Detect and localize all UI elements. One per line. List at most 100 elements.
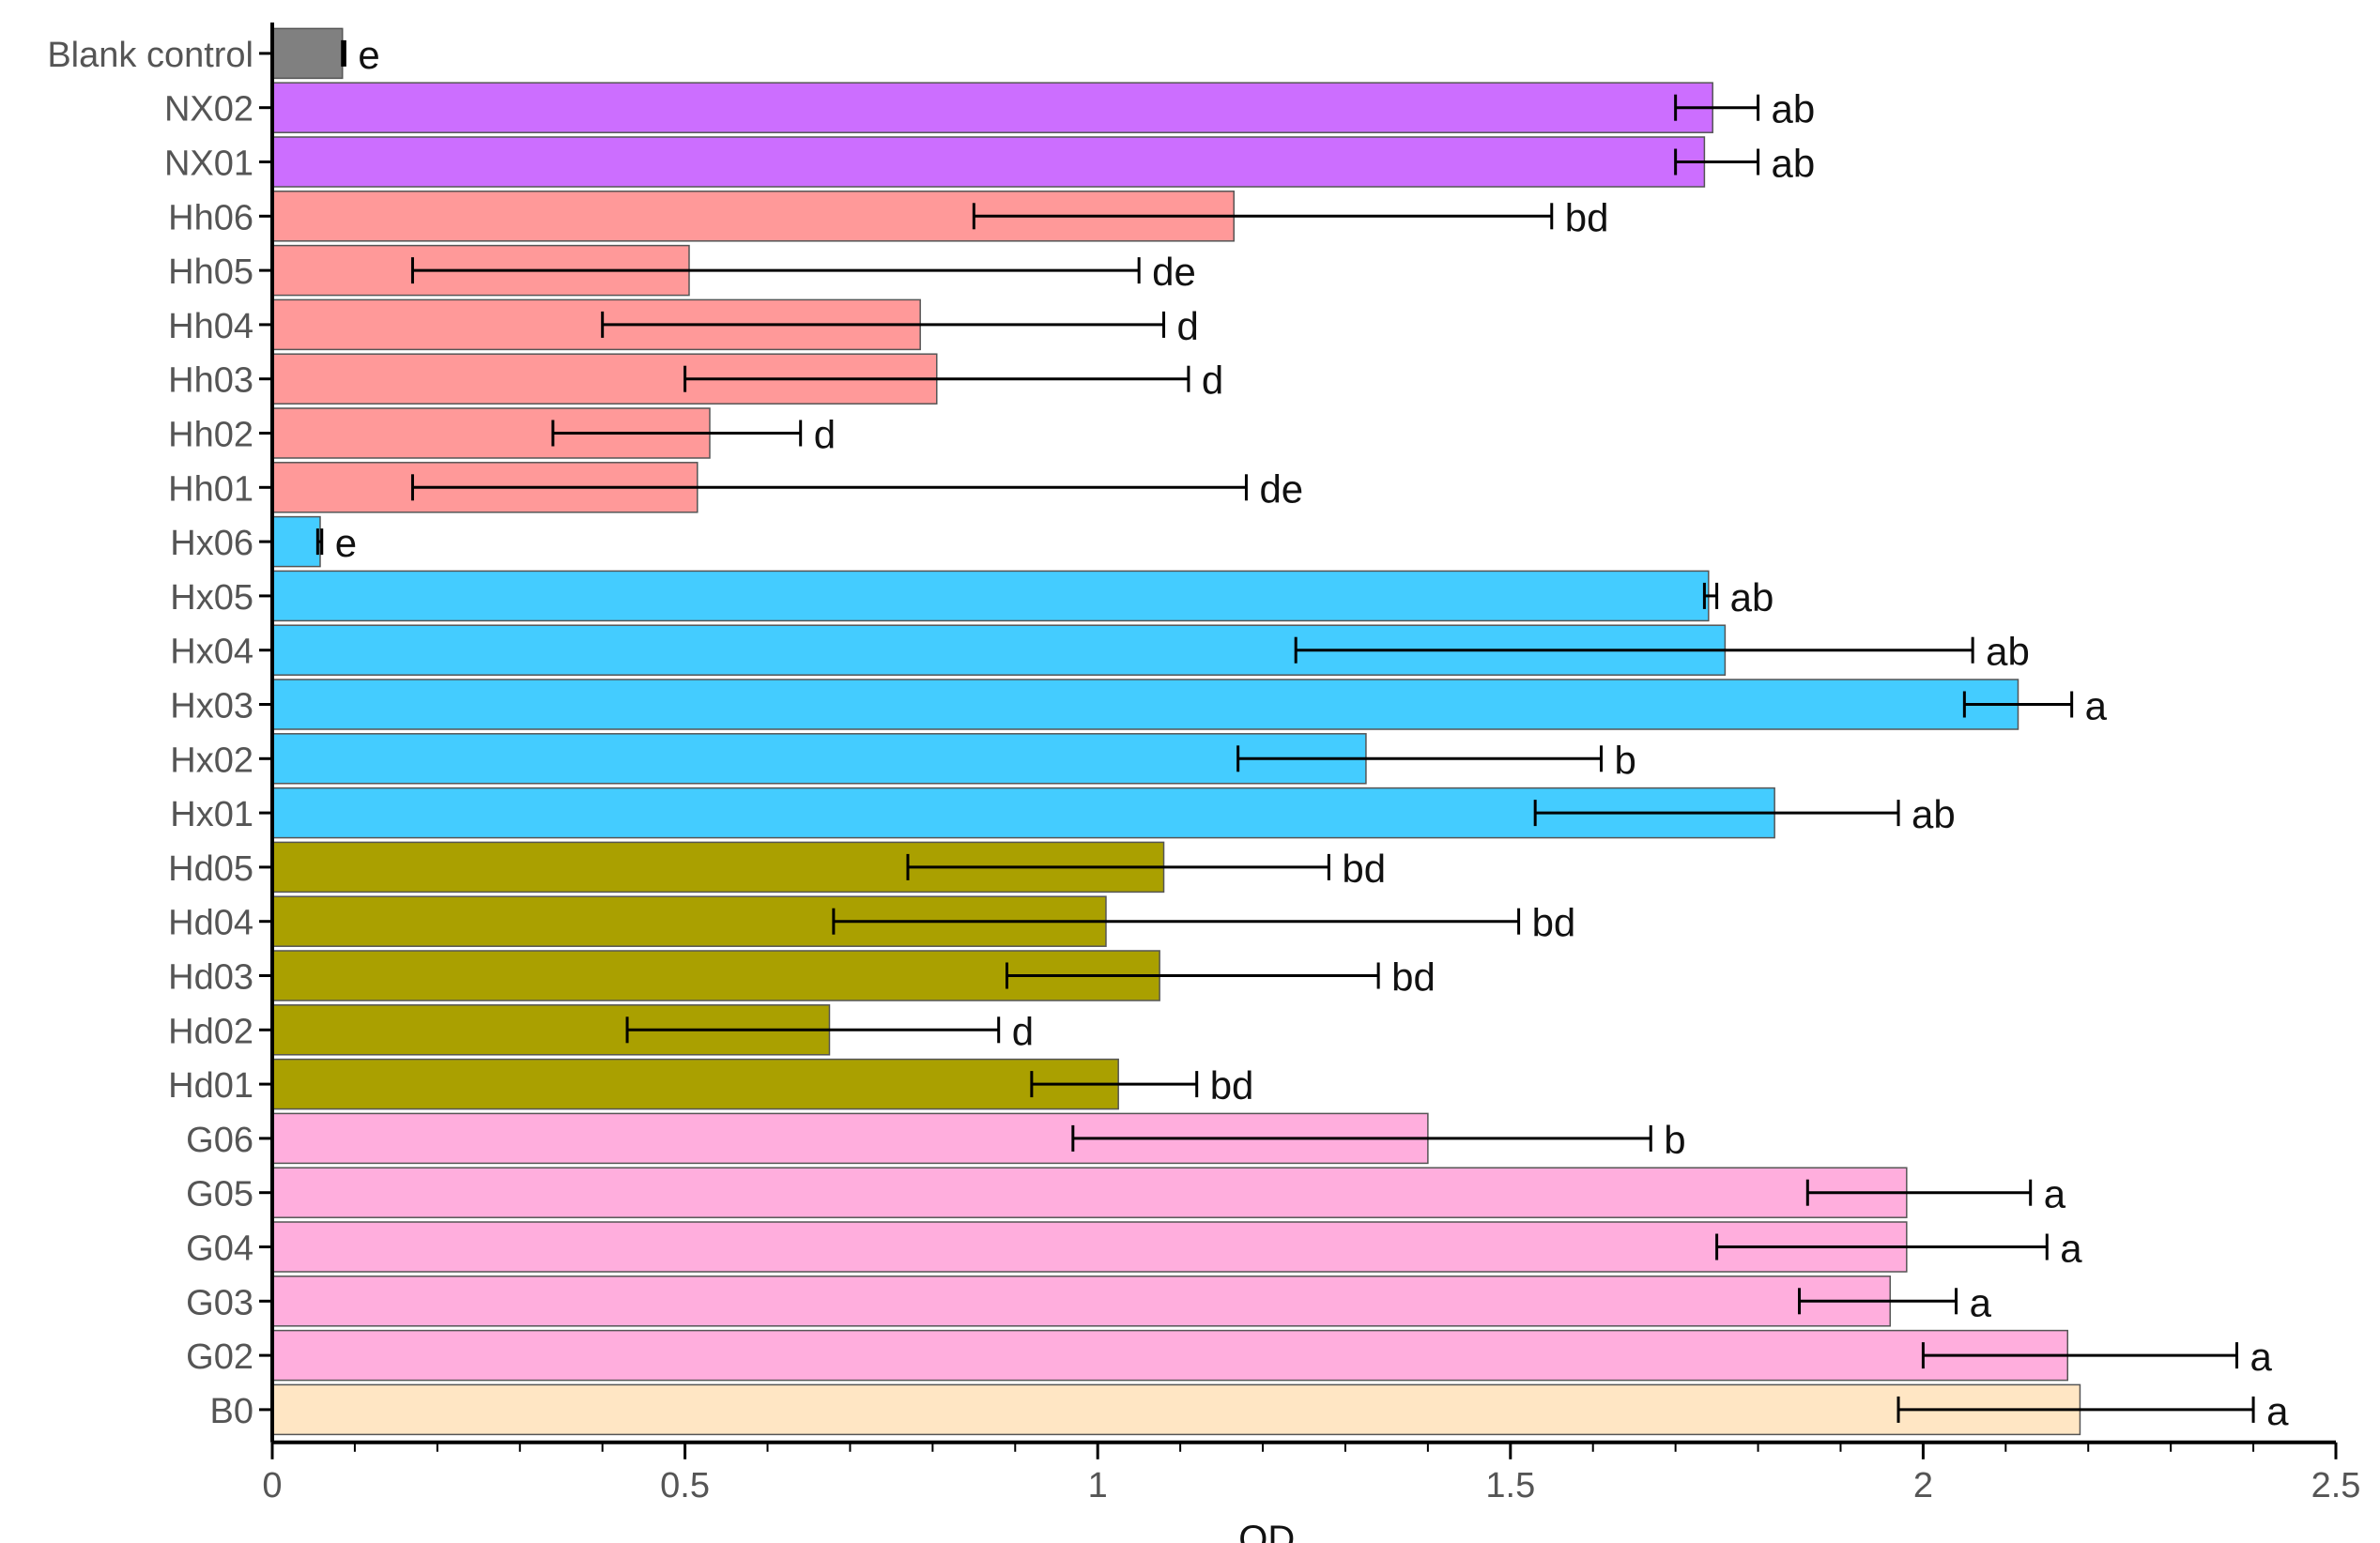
category-label: Hd03 bbox=[168, 958, 253, 998]
significance-label: ab bbox=[1772, 142, 1816, 186]
significance-label: bd bbox=[1210, 1063, 1254, 1108]
x-tick-label: 2.5 bbox=[2311, 1466, 2361, 1505]
significance-label: bd bbox=[1565, 195, 1609, 239]
category-label: Hd04 bbox=[168, 904, 253, 943]
error-bar-hx06 bbox=[315, 528, 324, 556]
category-label: Hx04 bbox=[170, 633, 253, 672]
bar-blank-control bbox=[271, 27, 344, 80]
category-label: Hh06 bbox=[168, 198, 253, 237]
category-label: Hh03 bbox=[168, 361, 253, 401]
error-bar-hx03 bbox=[1962, 691, 2074, 718]
significance-label: bd bbox=[1391, 955, 1436, 1000]
error-bar-hd05 bbox=[906, 853, 1330, 880]
bar-g04 bbox=[271, 1221, 1908, 1273]
significance-label: d bbox=[1177, 304, 1199, 348]
error-bar-hh01 bbox=[410, 474, 1248, 501]
category-label: Hx02 bbox=[170, 741, 253, 780]
bar-g05 bbox=[271, 1167, 1908, 1218]
x-tick-label: 1 bbox=[1088, 1466, 1108, 1505]
bar-g03 bbox=[271, 1276, 1891, 1327]
significance-label: d bbox=[814, 413, 836, 457]
axes-layer: 0 0.5 1 1.5 2 2.5 bbox=[262, 23, 2360, 1505]
error-bar-hd02 bbox=[625, 1016, 1001, 1044]
significance-label: e bbox=[358, 33, 379, 77]
significance-label: d bbox=[1012, 1009, 1034, 1053]
bar-hx06 bbox=[271, 515, 321, 568]
error-bar-g05 bbox=[1805, 1179, 2033, 1206]
category-label: Hd05 bbox=[168, 849, 253, 889]
error-bar-hx04 bbox=[1294, 636, 1974, 664]
bar-nx01 bbox=[271, 136, 1706, 188]
category-label: G03 bbox=[186, 1283, 253, 1322]
category-label: G02 bbox=[186, 1337, 253, 1377]
category-label: Hh04 bbox=[168, 307, 253, 346]
error-bar-g04 bbox=[1715, 1233, 2049, 1260]
significance-label: d bbox=[1202, 359, 1223, 403]
error-bar-b0 bbox=[1896, 1396, 2255, 1423]
x-ticks-layer: 0 0.5 1 1.5 2 2.5 bbox=[262, 1442, 2361, 1505]
significance-label: b bbox=[1664, 1118, 1685, 1162]
significance-label: a bbox=[1970, 1280, 1992, 1324]
x-axis-title-subscript: 600nm bbox=[1295, 1538, 1370, 1543]
bar-hx02 bbox=[271, 733, 1367, 785]
significance-label: de bbox=[1152, 250, 1196, 294]
category-label: B0 bbox=[210, 1392, 253, 1431]
significance-label: ab bbox=[1730, 575, 1774, 619]
category-label: Hx05 bbox=[170, 578, 253, 618]
error-bar-g03 bbox=[1798, 1288, 1958, 1315]
x-tick-label: 1.5 bbox=[1485, 1466, 1535, 1505]
category-label: Hx01 bbox=[170, 795, 253, 834]
significance-label: e bbox=[335, 521, 357, 565]
category-label: Hh01 bbox=[168, 469, 253, 509]
error-bar-blank-control bbox=[341, 39, 346, 67]
error-bar-hh06 bbox=[972, 203, 1554, 230]
significance-label: a bbox=[2085, 684, 2108, 728]
category-label: Hh02 bbox=[168, 416, 253, 455]
bar-hd01 bbox=[271, 1058, 1119, 1110]
x-axis-title: OD600nm bbox=[1238, 1519, 1370, 1543]
error-bar-hh05 bbox=[410, 257, 1141, 284]
category-label: Hx03 bbox=[170, 687, 253, 726]
significance-label: a bbox=[2044, 1172, 2066, 1216]
bar-hx03 bbox=[271, 679, 2019, 730]
error-bar-hx02 bbox=[1236, 745, 1604, 772]
error-bar-nx01 bbox=[1674, 148, 1760, 176]
significance-label: de bbox=[1259, 466, 1303, 511]
bar-b0 bbox=[271, 1383, 2081, 1436]
category-label: Hh05 bbox=[168, 252, 253, 292]
error-bar-g06 bbox=[1071, 1124, 1652, 1152]
category-labels-layer: Blank control NX02 NX01 Hh06 Hh05 Hh04 Hh03 Hh0… bbox=[47, 36, 272, 1431]
category-label: Hd02 bbox=[168, 1012, 253, 1051]
error-bar-hh03 bbox=[683, 365, 1190, 392]
error-bar-nx02 bbox=[1674, 94, 1760, 121]
significance-label: b bbox=[1615, 738, 1636, 782]
x-tick-label: 2 bbox=[1913, 1466, 1933, 1505]
x-tick-label: 0 bbox=[262, 1466, 282, 1505]
category-label: Hx06 bbox=[170, 524, 253, 563]
error-bar-hh04 bbox=[601, 311, 1166, 338]
significance-label: a bbox=[2266, 1389, 2289, 1433]
significance-label: ab bbox=[1772, 87, 1816, 131]
significance-label: bd bbox=[1342, 847, 1386, 891]
error-bars-layer bbox=[315, 39, 2255, 1423]
significance-label: ab bbox=[1986, 630, 2030, 674]
x-tick-label: 0.5 bbox=[660, 1466, 710, 1505]
error-bar-g02 bbox=[1921, 1342, 2238, 1369]
category-label: NX02 bbox=[164, 90, 253, 130]
x-axis-title-main: OD bbox=[1238, 1519, 1295, 1543]
bar-nx02 bbox=[271, 82, 1713, 133]
significance-label: ab bbox=[1912, 792, 1956, 836]
error-bar-hd03 bbox=[1005, 962, 1380, 989]
error-bar-hh02 bbox=[551, 420, 803, 447]
bar-g02 bbox=[271, 1329, 2069, 1382]
significance-label: a bbox=[2249, 1335, 2272, 1379]
significance-label: a bbox=[2060, 1227, 2082, 1271]
error-bar-hx05 bbox=[1702, 582, 1719, 609]
significance-label: bd bbox=[1532, 901, 1576, 945]
category-label: G06 bbox=[186, 1121, 253, 1160]
category-label: Blank control bbox=[47, 36, 253, 75]
category-label: G04 bbox=[186, 1230, 253, 1269]
